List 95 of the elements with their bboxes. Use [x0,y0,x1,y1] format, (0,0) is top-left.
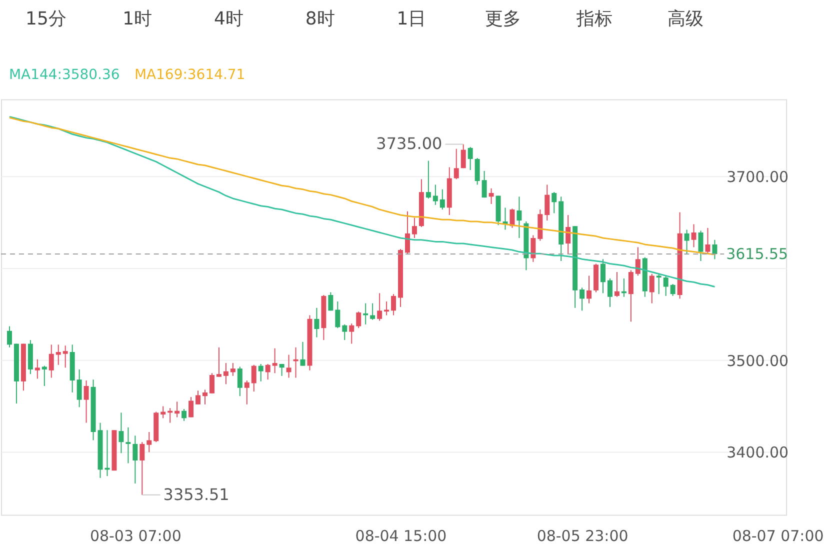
candlestick [440,188,445,210]
candlestick [342,324,348,341]
candlestick [566,214,571,254]
candlestick [188,396,194,418]
text: 8时 [305,8,335,30]
candlestick [118,412,124,454]
candlestick [56,344,61,366]
candlestick [42,365,47,387]
candlestick [580,287,585,312]
x-tick-label: 08-03 07:00 [90,527,182,546]
candlestick [488,188,494,204]
text: MA144:3580.36 [8,67,120,84]
candlestick [712,239,718,260]
candlestick [635,246,640,276]
candlestick [510,208,515,228]
text: 高级 [668,8,704,30]
candlestick [391,294,396,316]
text: 4时 [214,8,244,30]
candlestick [482,170,487,198]
candlestick [286,354,292,378]
candlestick [132,435,138,484]
annotation: 3735.00 [376,134,442,154]
candlestick [126,426,131,464]
x-tick-label: 08-05 23:00 [536,527,628,546]
candlestick [251,364,256,392]
candlestick [237,366,242,397]
candlestick [328,292,334,312]
y-tick-label: 3400.00 [726,444,789,462]
x-tick-label: 08-04 15:00 [355,527,447,546]
candlestick [600,258,606,294]
candlestick [349,323,354,344]
candlestick [84,380,89,424]
candlestick [684,229,690,256]
candlestick [474,158,480,186]
candlestick [182,408,187,422]
candlestick [202,389,208,405]
candlestick [272,348,278,374]
candlestick [258,363,264,382]
candlestick [76,368,82,408]
candlestick [356,311,362,329]
candlestick [705,227,710,254]
candlestick [377,292,382,322]
text: 15分 [26,8,66,30]
candlestick [160,406,166,419]
candlestick [412,217,417,239]
candlestick [34,358,40,380]
candlestick [530,234,536,262]
candlestick [663,275,668,296]
candlestick [544,184,550,222]
candlestick [196,390,201,405]
text: 1时 [122,8,152,30]
candlestick [174,401,180,418]
candlestick [62,345,68,368]
candlestick [432,184,438,206]
candlestick [6,326,12,348]
candlestick [426,160,431,199]
candlestick [223,362,228,385]
text: 更多 [484,8,521,30]
candlestick [370,302,376,320]
candlestick [48,344,54,378]
candlestick [698,230,704,262]
candlestick [300,341,306,366]
text: MA169:3614.71 [134,67,246,84]
candlestick [691,224,696,248]
candlestick [230,362,236,376]
candlestick [586,275,592,304]
candlestick [335,300,340,329]
text: 1日 [396,8,426,30]
text: 指标 [575,8,612,30]
candlestick [244,380,250,405]
candlestick [140,442,145,496]
candlestick [384,300,390,316]
candlestick [628,270,634,322]
candlestick [670,283,676,296]
candlestick [552,192,557,214]
candlestick [516,196,522,239]
annotation: 3353.51 [163,484,230,504]
y-tick-label: 3700.00 [726,168,789,186]
candlestick [460,144,466,169]
candlestick [404,210,410,256]
candlestick [649,273,654,304]
ref-line-label: 3615.55 [726,245,788,264]
candlestick [146,431,152,453]
line-series [8,116,716,288]
x-tick-label: 08-07 07:00 [732,527,824,546]
candlestick [314,307,320,338]
candlestick [265,363,270,380]
candlestick [656,273,662,295]
candlestick [468,146,473,170]
candlestick [454,148,459,180]
candlestick [209,372,214,394]
candlestick [607,278,612,308]
candlestick [614,272,620,298]
y-tick-label: 3500.00 [726,352,789,370]
candlestick [216,346,222,378]
